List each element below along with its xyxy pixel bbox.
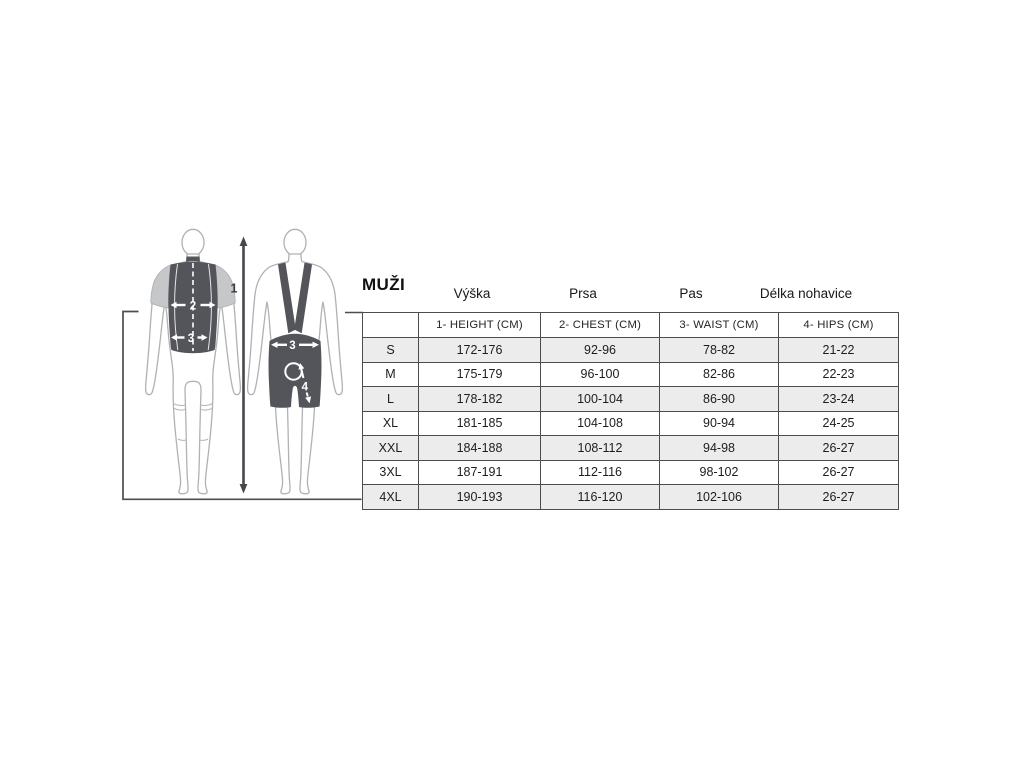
cell-height: 181-185: [418, 410, 541, 436]
cell-waist: 102-106: [659, 484, 779, 510]
bib-strap-left: [278, 262, 296, 334]
cell-height: 187-191: [418, 459, 541, 485]
column-subheader-chest: 2- CHEST (CM): [540, 312, 660, 338]
cell-size: S: [362, 337, 419, 363]
jersey-waist-measure-arrow: 3: [171, 333, 208, 345]
cell-hips: 26-27: [778, 435, 899, 461]
size-table: 1- HEIGHT (CM) 2- CHEST (CM) 3- WAIST (C…: [362, 312, 899, 510]
male-figure-bib-shorts: 3 4: [246, 228, 344, 495]
cell-waist: 86-90: [659, 386, 779, 412]
column-subheader-waist: 3- WAIST (CM): [659, 312, 779, 338]
cell-chest: 96-100: [540, 361, 660, 387]
column-subheader-height: 1- HEIGHT (CM): [418, 312, 541, 338]
table-row: 3XL 187-191 112-116 98-102 26-27: [362, 459, 899, 485]
cell-waist: 98-102: [659, 459, 779, 485]
chest-measure-arrow: 2: [170, 300, 216, 312]
column-title-waist: Pas: [679, 286, 703, 301]
column-subheader-empty: [362, 312, 419, 338]
cell-size: 3XL: [362, 459, 419, 485]
height-measure-arrow: 1: [231, 236, 248, 494]
column-title-height: Výška: [453, 286, 491, 301]
table-row: M 175-179 96-100 82-86 22-23: [362, 361, 899, 387]
cell-hips: 26-27: [778, 484, 899, 510]
hips-measure-arrow: 4: [298, 363, 312, 404]
chest-marker-label: 2: [190, 300, 196, 312]
cell-size: M: [362, 361, 419, 387]
cell-height: 184-188: [418, 435, 541, 461]
cell-waist: 94-98: [659, 435, 779, 461]
bib-shorts: [268, 333, 322, 408]
cell-hips: 23-24: [778, 386, 899, 412]
cell-size: 4XL: [362, 484, 419, 510]
cell-size: XL: [362, 410, 419, 436]
shorts-waist-marker-label: 3: [289, 340, 295, 352]
column-title-hips: Délka nohavice: [759, 286, 853, 301]
height-marker-label: 1: [231, 282, 238, 296]
jersey-waist-marker-label: 3: [188, 333, 194, 345]
table-row: XXL 184-188 108-112 94-98 26-27: [362, 435, 899, 461]
cell-waist: 82-86: [659, 361, 779, 387]
hips-marker-label: 4: [302, 382, 309, 394]
shorts-hem-lines: [173, 403, 213, 441]
cell-hips: 24-25: [778, 410, 899, 436]
cell-size: XXL: [362, 435, 419, 461]
cell-chest: 116-120: [540, 484, 660, 510]
male-figure-jersey: 2 3: [144, 228, 242, 495]
cell-hips: 26-27: [778, 459, 899, 485]
cell-height: 172-176: [418, 337, 541, 363]
frame-bracket-line: [122, 310, 362, 501]
column-subheader-hips: 4- HIPS (CM): [778, 312, 899, 338]
table-title: MUŽI: [362, 275, 406, 294]
cell-height: 175-179: [418, 361, 541, 387]
cell-height: 178-182: [418, 386, 541, 412]
column-title-chest: Prsa: [569, 286, 597, 301]
cell-chest: 104-108: [540, 410, 660, 436]
cell-size: L: [362, 386, 419, 412]
cell-chest: 92-96: [540, 337, 660, 363]
jersey-collar: [186, 256, 200, 262]
jersey-sleeve-left: [150, 264, 172, 309]
cell-waist: 78-82: [659, 337, 779, 363]
table-row: S 172-176 92-96 78-82 21-22: [362, 337, 899, 363]
table-row: L 178-182 100-104 86-90 23-24: [362, 386, 899, 412]
cell-chest: 112-116: [540, 459, 660, 485]
table-row: XL 181-185 104-108 90-94 24-25: [362, 410, 899, 436]
bib-strap-right: [294, 262, 312, 334]
cell-waist: 90-94: [659, 410, 779, 436]
cell-hips: 21-22: [778, 337, 899, 363]
cell-hips: 22-23: [778, 361, 899, 387]
cell-chest: 108-112: [540, 435, 660, 461]
cell-height: 190-193: [418, 484, 541, 510]
shorts-waist-measure-arrow: 3: [271, 340, 319, 352]
table-subheader-row: 1- HEIGHT (CM) 2- CHEST (CM) 3- WAIST (C…: [362, 312, 899, 338]
cell-chest: 100-104: [540, 386, 660, 412]
table-row: 4XL 190-193 116-120 102-106 26-27: [362, 484, 899, 510]
